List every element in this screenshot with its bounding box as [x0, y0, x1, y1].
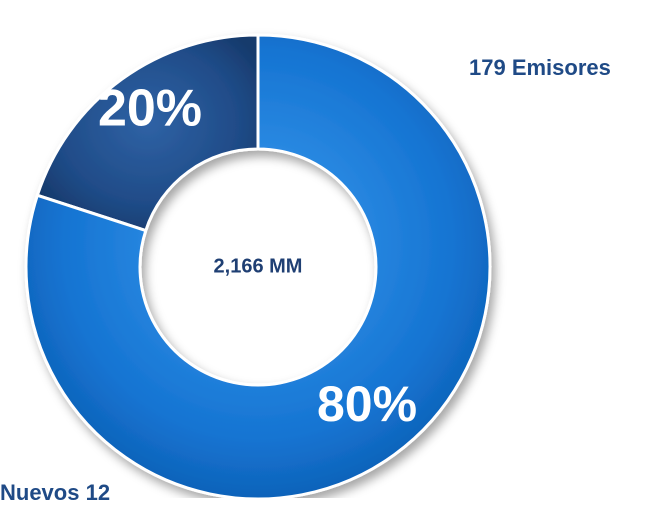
slice-emisores: [24, 33, 492, 498]
legend-label-nuevos: Nuevos 12: [0, 480, 111, 505]
center-total-label: 2,166 MM: [214, 255, 303, 277]
value-label-nuevos: 20%: [98, 80, 202, 138]
legend-label-emisores: 179 Emisores: [469, 55, 611, 80]
slice-nuevos: [35, 33, 260, 233]
value-label-emisores: 80%: [317, 376, 417, 432]
